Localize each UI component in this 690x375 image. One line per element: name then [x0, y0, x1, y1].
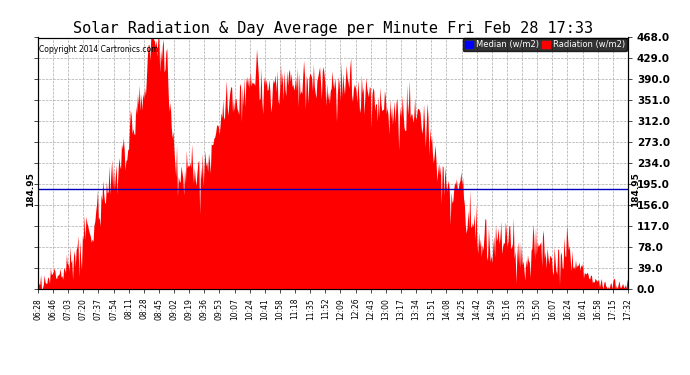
Title: Solar Radiation & Day Average per Minute Fri Feb 28 17:33: Solar Radiation & Day Average per Minute… — [73, 21, 593, 36]
Text: 184.95: 184.95 — [26, 172, 35, 207]
Legend: Median (w/m2), Radiation (w/m2): Median (w/m2), Radiation (w/m2) — [463, 38, 627, 51]
Text: Copyright 2014 Cartronics.com: Copyright 2014 Cartronics.com — [39, 45, 159, 54]
Text: 184.95: 184.95 — [631, 172, 640, 207]
